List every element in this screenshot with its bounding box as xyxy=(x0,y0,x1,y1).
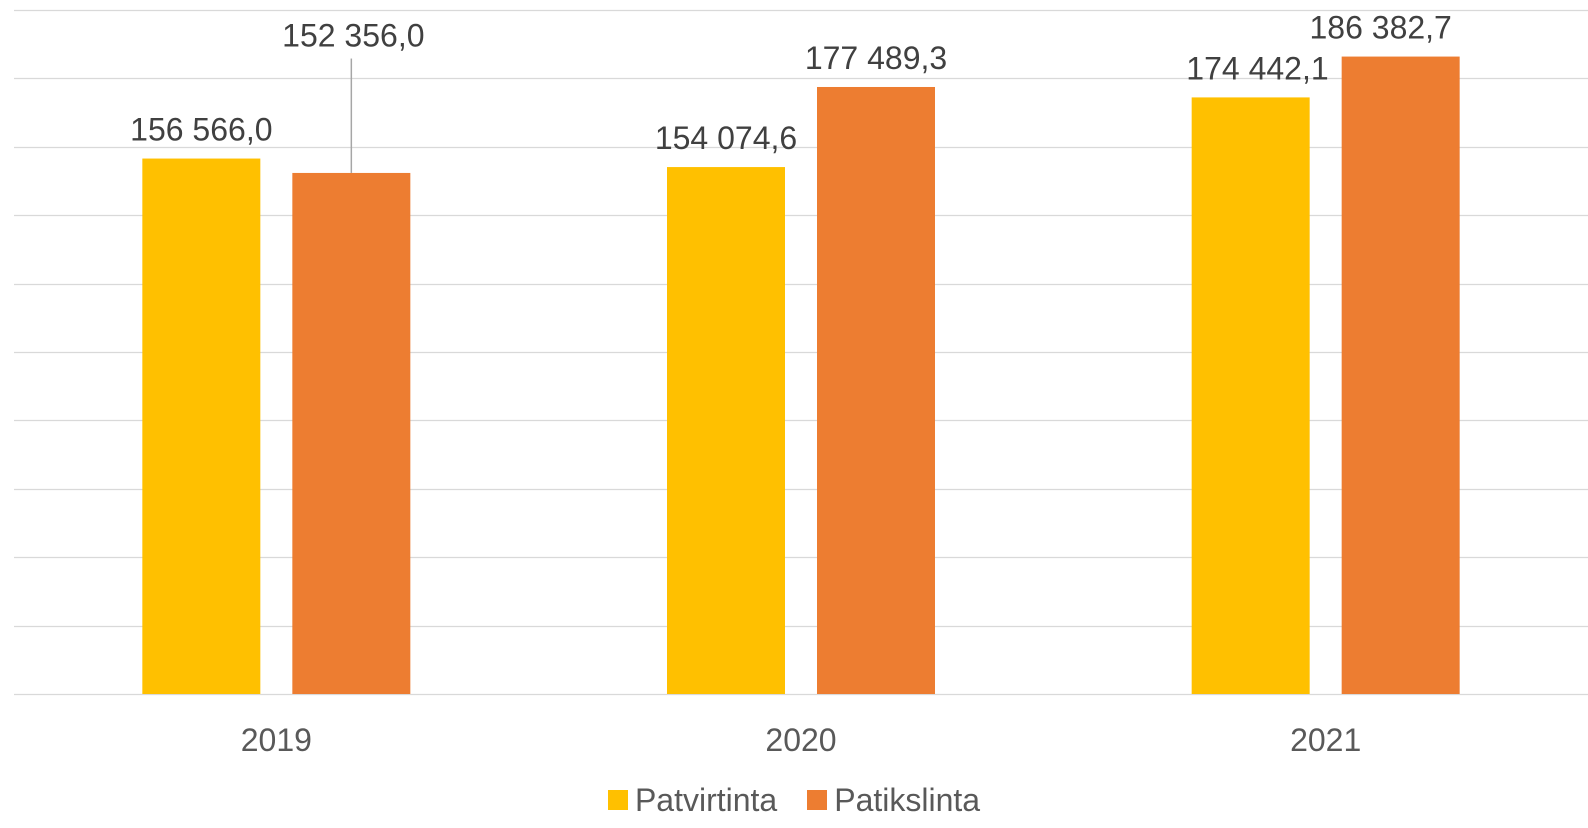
bar-patikslinta-2020 xyxy=(817,86,935,695)
legend-label-series-2: Patikslinta xyxy=(834,781,981,818)
data-label: 177 489,3 xyxy=(805,40,947,76)
data-label: 156 566,0 xyxy=(130,112,272,148)
legend-label-series-1: Patvirtinta xyxy=(634,781,778,818)
legend-item-series-1: Patvirtinta xyxy=(607,781,778,819)
x-tick-label: 2020 xyxy=(765,722,836,758)
data-label: 174 442,1 xyxy=(1186,50,1328,86)
legend: Patvirtinta Patikslinta xyxy=(0,778,1588,822)
x-tick-label: 2019 xyxy=(241,722,312,758)
data-label: 152 356,0 xyxy=(282,18,424,54)
x-tick-label: 2021 xyxy=(1290,722,1361,758)
legend-item-series-2: Patikslinta xyxy=(807,782,980,819)
bar-patikslinta-2021 xyxy=(1341,56,1460,694)
legend-swatch-series-1 xyxy=(607,790,628,810)
legend-swatch-series-2 xyxy=(807,790,828,810)
data-label: 154 074,6 xyxy=(655,120,797,156)
data-label: 186 382,7 xyxy=(1309,10,1451,46)
bar-patvirtinta-2021 xyxy=(1191,97,1310,694)
bar-patvirtinta-2019 xyxy=(142,158,261,694)
bar-patikslinta-2019 xyxy=(292,172,411,694)
bar-patvirtinta-2020 xyxy=(667,167,785,694)
